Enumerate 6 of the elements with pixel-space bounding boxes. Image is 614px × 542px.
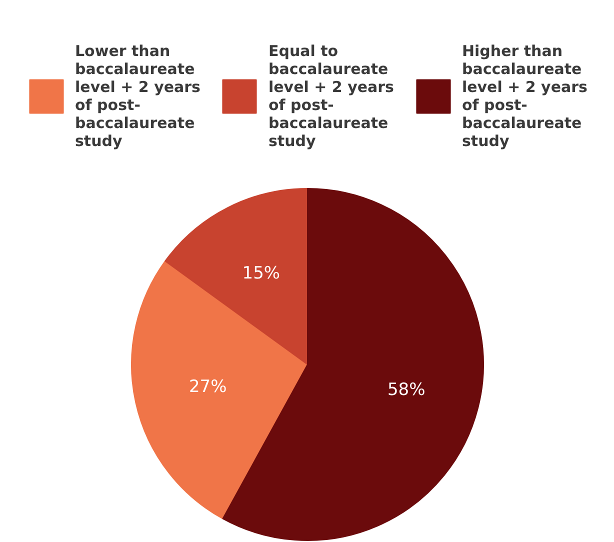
data-label: 27%	[188, 376, 227, 397]
legend-label: Lower than baccalaureate level + 2 years of post-baccalaureate study	[75, 42, 200, 150]
data-label: 58%	[387, 380, 426, 400]
data-label: 15%	[242, 264, 280, 284]
legend-label: Equal to baccalaureate level + 2 years of post-baccalaureate study	[268, 42, 394, 150]
legend-label: Higher than baccalaureate level + 2 years of post-baccalaureate study	[462, 42, 588, 150]
